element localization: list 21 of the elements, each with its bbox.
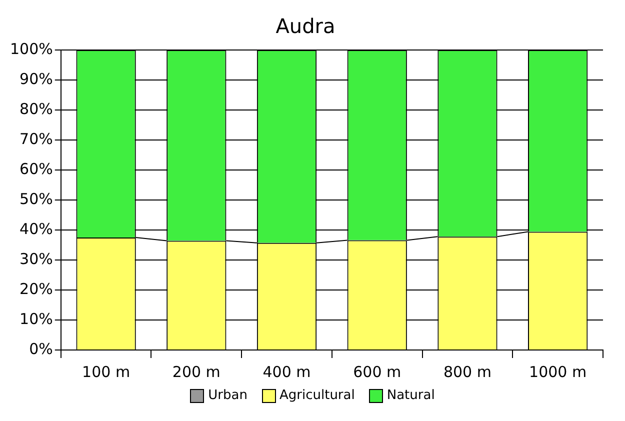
y-tick-label: 90%: [20, 70, 53, 88]
y-tick-label: 100%: [10, 40, 53, 58]
y-tick-label: 50%: [20, 190, 53, 208]
y-tick-label: 80%: [20, 100, 53, 118]
x-tick-label: 600 m: [353, 362, 402, 381]
legend-label: Urban: [208, 388, 248, 403]
x-tick-label: 800 m: [443, 362, 492, 381]
y-tick-label: 20%: [20, 280, 53, 298]
chart-title: Audra: [276, 14, 336, 38]
x-tick-label: 100 m: [82, 362, 130, 381]
legend-label: Natural: [386, 388, 435, 403]
y-tick-label: 70%: [20, 130, 53, 148]
y-tick-label: 0%: [29, 340, 53, 358]
y-tick-label: 60%: [20, 160, 53, 178]
y-tick-label: 30%: [20, 250, 53, 268]
y-tick-label: 10%: [20, 310, 53, 328]
y-tick-label: 40%: [20, 220, 53, 238]
x-tick-label: 200 m: [172, 362, 220, 381]
x-tick-label: 1000 m: [529, 362, 587, 381]
legend-label: Agricultural: [280, 388, 355, 403]
x-tick-label: 400 m: [262, 362, 311, 381]
